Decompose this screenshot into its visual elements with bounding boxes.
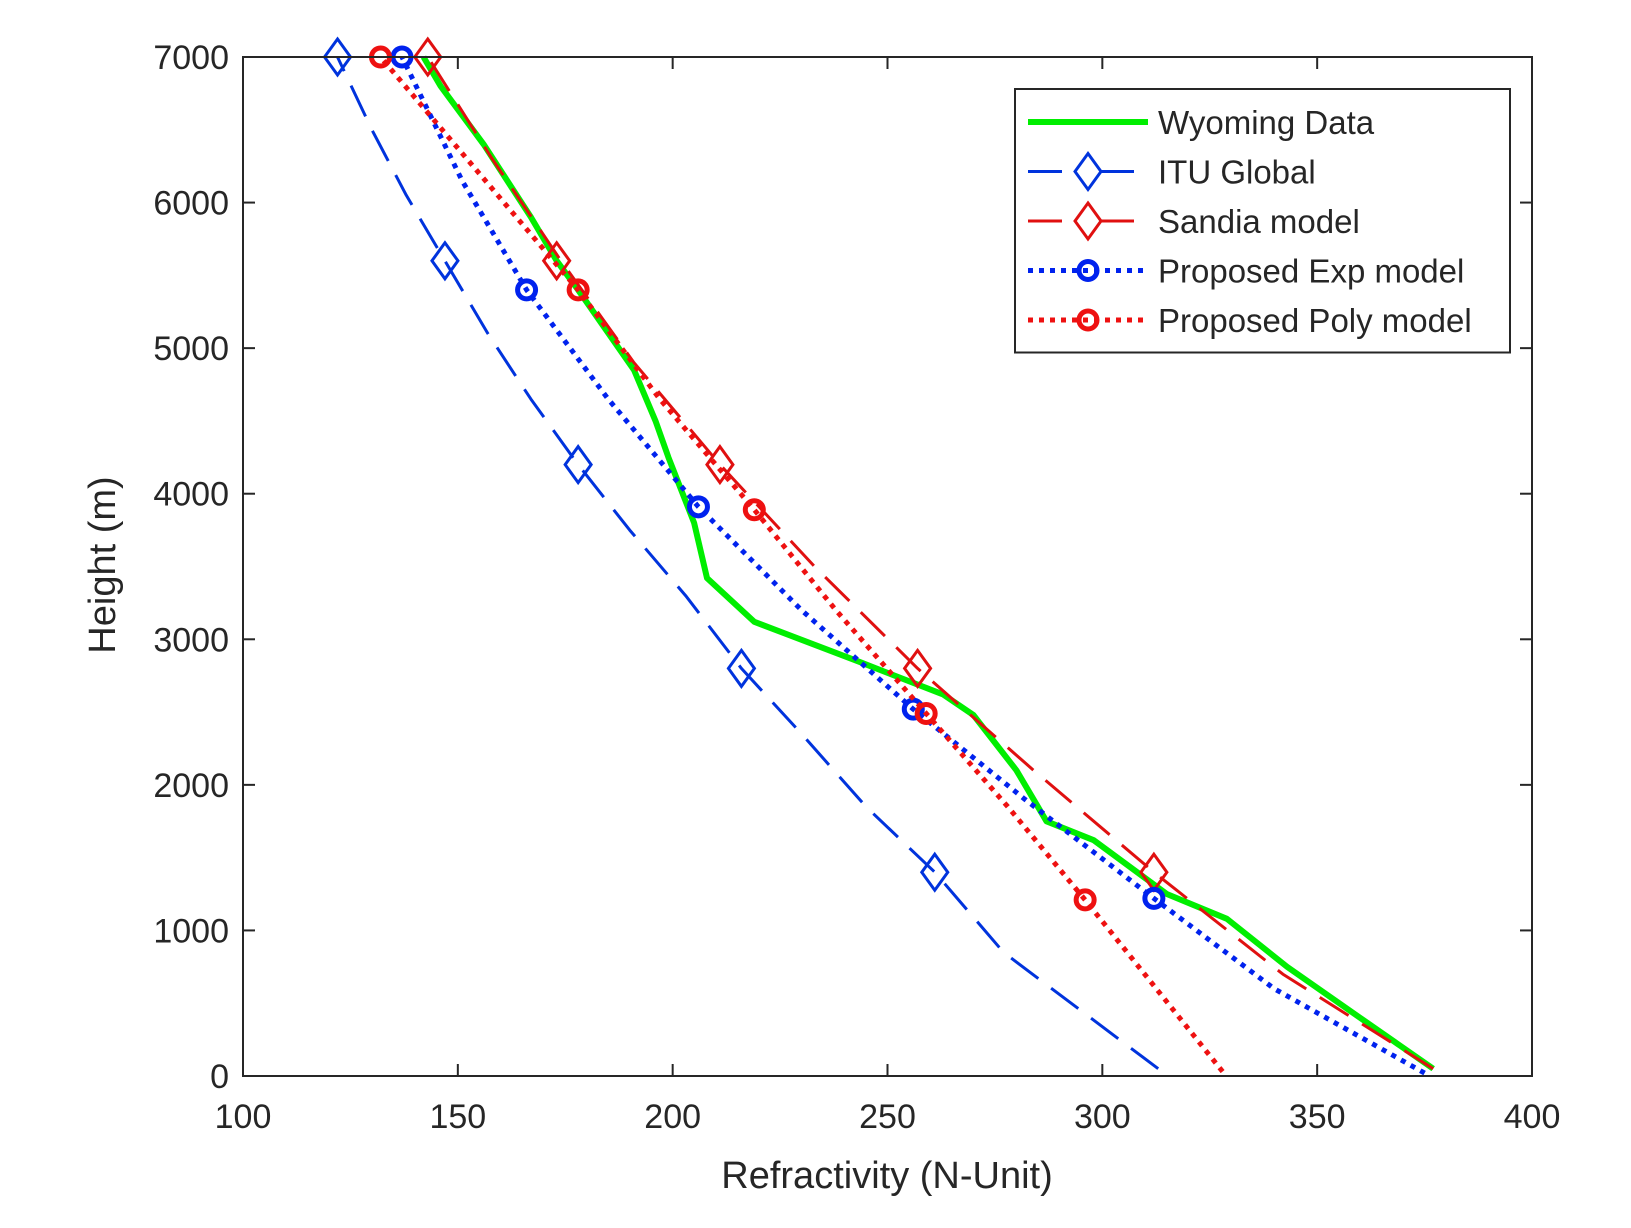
series-wyoming-data bbox=[420, 55, 1435, 1072]
legend-item-sandia-model: Sandia model bbox=[1028, 200, 1360, 242]
data-point-proposed-poly-model-3 bbox=[914, 702, 938, 726]
legend-marker bbox=[1076, 259, 1100, 282]
y-tick-label: 2000 bbox=[153, 767, 229, 805]
legend-label: Sandia model bbox=[1158, 203, 1360, 240]
y-tick-label: 7000 bbox=[153, 39, 229, 77]
legend-label: ITU Global bbox=[1158, 154, 1316, 191]
legend-marker bbox=[1073, 150, 1103, 193]
data-point-itu-global-0 bbox=[322, 36, 353, 78]
series-line-proposed-exp-model bbox=[399, 55, 1426, 1076]
legend-label: Proposed Poly model bbox=[1158, 302, 1472, 339]
data-point-itu-global-4 bbox=[919, 851, 950, 893]
data-point-itu-global-1 bbox=[430, 240, 460, 282]
x-tick-label: 150 bbox=[429, 1098, 486, 1136]
data-point-itu-global-3 bbox=[726, 647, 757, 689]
series-sandia-model bbox=[412, 36, 1434, 1070]
data-point-proposed-poly-model-1 bbox=[566, 278, 590, 302]
data-point-sandia-model-0 bbox=[412, 36, 443, 78]
data-point-proposed-exp-model-4 bbox=[1142, 886, 1166, 910]
legend-box bbox=[1014, 88, 1511, 354]
x-tick-label: 350 bbox=[1289, 1098, 1346, 1136]
x-axis-title: Refractivity (N-Unit) bbox=[721, 1155, 1052, 1197]
legend-marker bbox=[1076, 308, 1100, 332]
legend-marker bbox=[1073, 200, 1103, 242]
series-line-wyoming-data bbox=[420, 55, 1435, 1072]
data-point-proposed-poly-model-4 bbox=[1073, 888, 1097, 912]
x-tick-label: 250 bbox=[859, 1098, 916, 1136]
data-point-proposed-exp-model-1 bbox=[515, 278, 539, 302]
y-tick-label: 1000 bbox=[153, 912, 229, 950]
x-tick-label: 100 bbox=[215, 1098, 272, 1136]
x-tick-label: 300 bbox=[1074, 1098, 1131, 1136]
legend-item-itu-global: ITU Global bbox=[1028, 150, 1316, 193]
series-layer bbox=[322, 36, 1435, 1076]
legend-item-wyoming-data: Wyoming Data bbox=[1028, 104, 1375, 141]
data-point-proposed-exp-model-2 bbox=[686, 495, 710, 519]
axes-layer: 100 150 200 250 300 350 4000100020003000400050… bbox=[153, 39, 1560, 1136]
y-tick-label: 6000 bbox=[153, 185, 229, 223]
legend: Wyoming Data ITU Global Sandia model Propos… bbox=[1014, 88, 1511, 354]
y-tick-label: 0 bbox=[210, 1058, 229, 1096]
x-tick-label: 200 bbox=[644, 1098, 701, 1136]
legend-item-proposed-poly-model: Proposed Poly model bbox=[1028, 302, 1472, 339]
data-point-itu-global-2 bbox=[563, 444, 593, 486]
series-line-itu-global bbox=[336, 56, 1160, 1070]
data-point-sandia-model-2 bbox=[705, 444, 735, 486]
series-itu-global bbox=[322, 36, 1160, 1070]
x-tick-label: 400 bbox=[1504, 1098, 1561, 1136]
y-axis-title: Height (m) bbox=[82, 476, 124, 653]
data-point-proposed-poly-model-2 bbox=[742, 498, 766, 522]
y-tick-label: 5000 bbox=[153, 330, 229, 368]
legend-label: Wyoming Data bbox=[1158, 104, 1375, 141]
legend-item-proposed-exp-model: Proposed Exp model bbox=[1028, 253, 1464, 290]
y-tick-label: 4000 bbox=[153, 476, 229, 514]
data-point-proposed-exp-model-3 bbox=[901, 697, 925, 721]
y-tick-label: 3000 bbox=[153, 621, 229, 659]
legend-label: Proposed Exp model bbox=[1158, 253, 1464, 290]
data-point-sandia-model-3 bbox=[902, 647, 933, 689]
